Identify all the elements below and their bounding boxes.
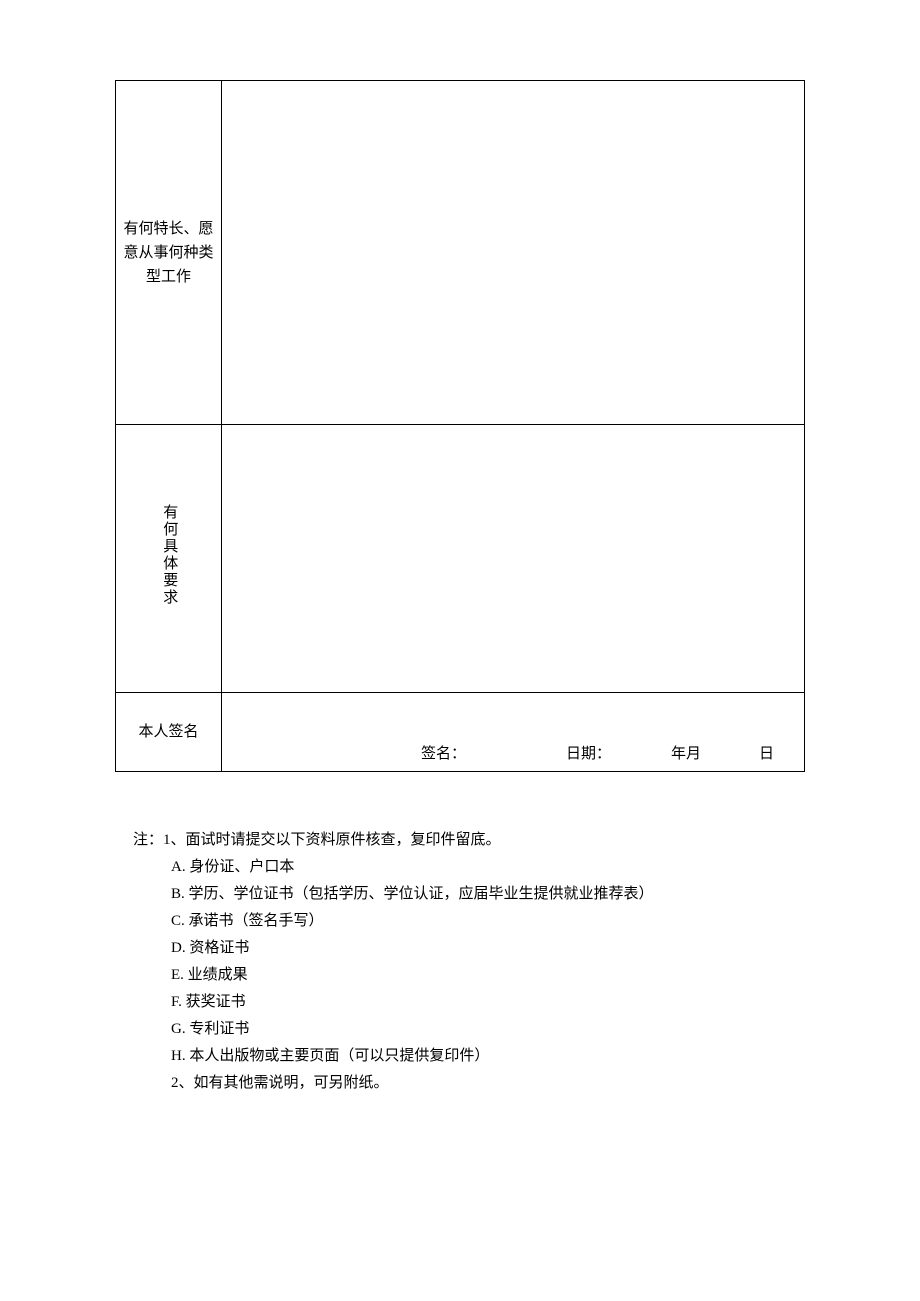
table-row: 本人签名 签名： 日期： 年月 日: [116, 693, 805, 772]
note-item-b: B. 学历、学位证书（包括学历、学位认证，应届毕业生提供就业推荐表）: [133, 881, 805, 908]
row1-content-cell[interactable]: [222, 81, 805, 425]
year-month-label: 年月: [671, 742, 701, 763]
row3-label-cell: 本人签名: [116, 693, 222, 772]
date-label: 日期：: [566, 742, 611, 763]
note-2: 2、如有其他需说明，可另附纸。: [133, 1070, 805, 1097]
day-label: 日: [759, 742, 774, 763]
row3-label: 本人签名: [138, 724, 198, 740]
note-item-c: C. 承诺书（签名手写）: [133, 908, 805, 935]
table-row: 有何特长、愿意从事何种类型工作: [116, 81, 805, 425]
note-item-f: F. 获奖证书: [133, 989, 805, 1016]
note-item-h: H. 本人出版物或主要页面（可以只提供复印件）: [133, 1043, 805, 1070]
note-item-a: A. 身份证、户口本: [133, 854, 805, 881]
table-row: 有何具体要求: [116, 425, 805, 693]
signature-label: 签名：: [421, 742, 466, 763]
row2-label-cell: 有何具体要求: [116, 425, 222, 693]
note-item-d: D. 资格证书: [133, 935, 805, 962]
signature-line: 签名： 日期： 年月 日: [226, 742, 800, 767]
row1-label-cell: 有何特长、愿意从事何种类型工作: [116, 81, 222, 425]
note-item-e: E. 业绩成果: [133, 962, 805, 989]
signature-cell[interactable]: 签名： 日期： 年月 日: [222, 693, 805, 772]
row2-content-cell[interactable]: [222, 425, 805, 693]
form-table: 有何特长、愿意从事何种类型工作 有何具体要求 本人签名 签名： 日期： 年月 日: [115, 80, 805, 772]
row2-label: 有何具体要求: [159, 504, 179, 606]
notes-section: 注：1、面试时请提交以下资料原件核查，复印件留底。 A. 身份证、户口本 B. …: [115, 827, 805, 1097]
note-item-g: G. 专利证书: [133, 1016, 805, 1043]
row1-label: 有何特长、愿意从事何种类型工作: [123, 221, 213, 285]
notes-intro: 注：1、面试时请提交以下资料原件核查，复印件留底。: [133, 827, 805, 854]
